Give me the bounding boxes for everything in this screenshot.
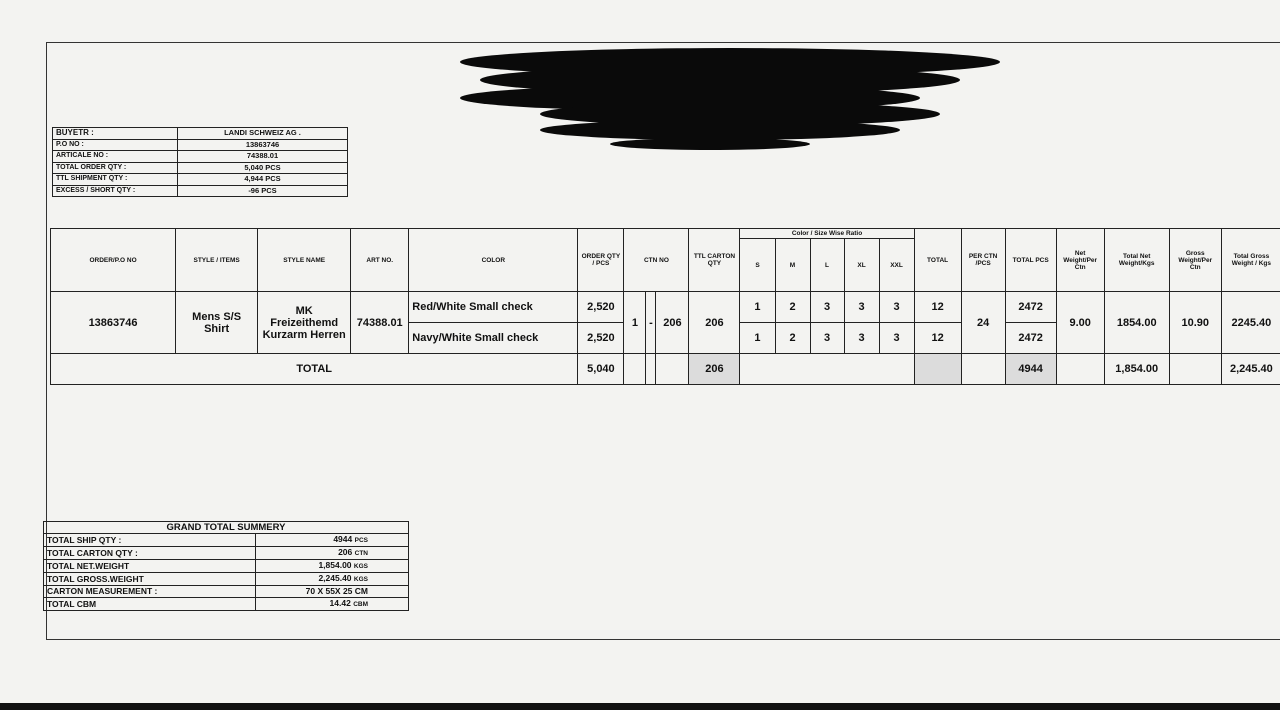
size-cell: 3	[809, 322, 845, 354]
size-cell: 1	[739, 322, 776, 354]
total-pcs-cell: 2472	[1004, 322, 1057, 354]
header-total: TOTAL	[913, 228, 962, 292]
size-cell: 1	[739, 291, 776, 323]
po-label: P.O NO :	[52, 138, 178, 151]
total-pcs-cell: 2472	[1004, 291, 1057, 323]
header-size-xxl: XXL	[878, 238, 915, 292]
color-cell: Red/White Small check	[408, 291, 579, 323]
summary-value: 70 X 55X 25 CM	[305, 586, 368, 596]
summary-label: TOTAL NET.WEIGHT	[43, 559, 256, 573]
header-size-l: L	[809, 238, 845, 292]
ctn-to-cell: 206	[655, 291, 690, 354]
summary-label: TOTAL GROSS.WEIGHT	[43, 572, 256, 586]
table-row: 13863746 Mens S/S Shirt MK Freizeithemd …	[49, 291, 1280, 354]
totals-qty: 5,040	[577, 353, 625, 385]
size-cell: 3	[809, 291, 845, 323]
summary-value: 2,245.40	[318, 573, 352, 583]
style-name-cell: MK Freizeithemd Kurzarm Herren	[257, 291, 352, 354]
totals-net: 1,854.00	[1103, 353, 1170, 385]
header-total-gross: Total Gross Weight / Kgs	[1220, 228, 1280, 292]
totals-label: TOTAL	[49, 353, 579, 385]
summary-value: 1,854.00	[318, 560, 352, 570]
order-info-table: BUYETR : LANDI SCHWEIZ AG . P.O NO :13863…	[52, 127, 348, 197]
totals-row: TOTAL 5,040 206 4944 1,854.00 2,245.40	[49, 353, 1280, 385]
header-total-pcs: TOTAL PCS	[1004, 228, 1057, 292]
ratio-total-cell: 12	[913, 291, 962, 323]
ctn-dash-cell: -	[645, 291, 657, 354]
order-qty-value: 5,040 PCS	[177, 161, 348, 174]
grand-total-summary: GRAND TOTAL SUMMERY TOTAL SHIP QTY : 4944…	[43, 521, 409, 611]
buyer-label: BUYETR :	[52, 127, 178, 140]
bottom-edge	[0, 703, 1280, 710]
size-cell: 2	[774, 322, 811, 354]
po-value: 13863746	[177, 138, 348, 151]
buyer-value: LANDI SCHWEIZ AG .	[177, 127, 348, 140]
header-order-qty: ORDER QTY / PCS	[577, 228, 625, 292]
size-cell: 2	[774, 291, 811, 323]
packing-table: ORDER/P.O NO STYLE / ITEMS STYLE NAME AR…	[49, 228, 1280, 385]
summary-label: CARTON MEASUREMENT :	[43, 585, 256, 598]
excess-short-label: EXCESS / SHORT QTY :	[52, 184, 178, 197]
header-total-net: Total Net Weight/Kgs	[1103, 228, 1170, 292]
totals-gross: 2,245.40	[1220, 353, 1280, 385]
summary-value: 206	[338, 547, 353, 557]
article-value: 74388.01	[177, 150, 348, 163]
totals-cartons: 206	[688, 353, 741, 385]
art-no-cell: 74388.01	[350, 291, 410, 354]
header-per-ctn: PER CTN /PCS	[960, 228, 1006, 292]
header-size-ratio: Color / Size Wise Ratio	[739, 228, 915, 239]
header-gross-per-ctn: Gross Weight/Per Ctn	[1168, 228, 1222, 292]
summary-value: 14.42	[329, 598, 351, 608]
summary-title: GRAND TOTAL SUMMERY	[43, 521, 409, 534]
size-cell: 3	[843, 322, 880, 354]
ctn-from-cell: 1	[623, 291, 647, 354]
header-color: COLOR	[408, 228, 579, 292]
header-ttl-carton: TTL CARTON QTY	[688, 228, 741, 292]
po-cell: 13863746	[49, 291, 177, 354]
per-ctn-cell: 24	[960, 291, 1006, 354]
summary-unit: CTN	[354, 550, 368, 557]
redaction-scribble	[460, 48, 1000, 150]
shipment-qty-label: TTL SHIPMENT QTY :	[52, 173, 178, 186]
ratio-total-cell: 12	[913, 322, 962, 354]
header-size-xl: XL	[843, 238, 880, 292]
header-order-po: ORDER/P.O NO	[49, 228, 177, 292]
summary-label: TOTAL CARTON QTY :	[43, 546, 256, 560]
style-cell: Mens S/S Shirt	[175, 291, 259, 354]
summary-unit: KGS	[353, 576, 368, 583]
table-row: Navy/White Small check 2,520 1 2 3 3 3 1…	[51, 322, 1280, 354]
article-label: ARTICALE NO :	[52, 150, 178, 163]
size-cell: 3	[878, 291, 915, 323]
summary-unit: KGS	[353, 563, 368, 570]
header-net-per-ctn: Net Weight/Per Ctn	[1055, 228, 1105, 292]
summary-unit: CBM	[353, 601, 368, 608]
header-style-items: STYLE / ITEMS	[175, 228, 259, 292]
net-per-ctn-cell: 9.00	[1055, 291, 1105, 354]
summary-unit: PCS	[354, 537, 368, 544]
summary-label: TOTAL SHIP QTY :	[43, 533, 256, 547]
order-qty-cell: 2,520	[577, 291, 625, 323]
color-cell: Navy/White Small check	[408, 322, 579, 354]
order-qty-label: TOTAL ORDER QTY :	[52, 161, 178, 174]
header-size-m: M	[774, 238, 811, 292]
header-art-no: ART NO.	[350, 228, 410, 292]
size-cell: 3	[878, 322, 915, 354]
total-net-cell: 1854.00	[1103, 291, 1170, 354]
ttl-carton-cell: 206	[688, 291, 741, 354]
header-ctn-no: CTN NO	[623, 228, 690, 292]
shipment-qty-value: 4,944 PCS	[177, 173, 348, 186]
size-cell: 3	[843, 291, 880, 323]
header-size-s: S	[739, 238, 776, 292]
summary-value: 4944	[333, 534, 353, 544]
excess-short-value: -96 PCS	[177, 184, 348, 197]
header-style-name: STYLE NAME	[257, 228, 352, 292]
gross-per-ctn-cell: 10.90	[1168, 291, 1222, 354]
total-gross-cell: 2245.40	[1220, 291, 1280, 354]
summary-label: TOTAL CBM	[43, 597, 256, 611]
order-qty-cell: 2,520	[577, 322, 625, 354]
document-frame	[46, 42, 1280, 640]
totals-pcs: 4944	[1004, 353, 1057, 385]
